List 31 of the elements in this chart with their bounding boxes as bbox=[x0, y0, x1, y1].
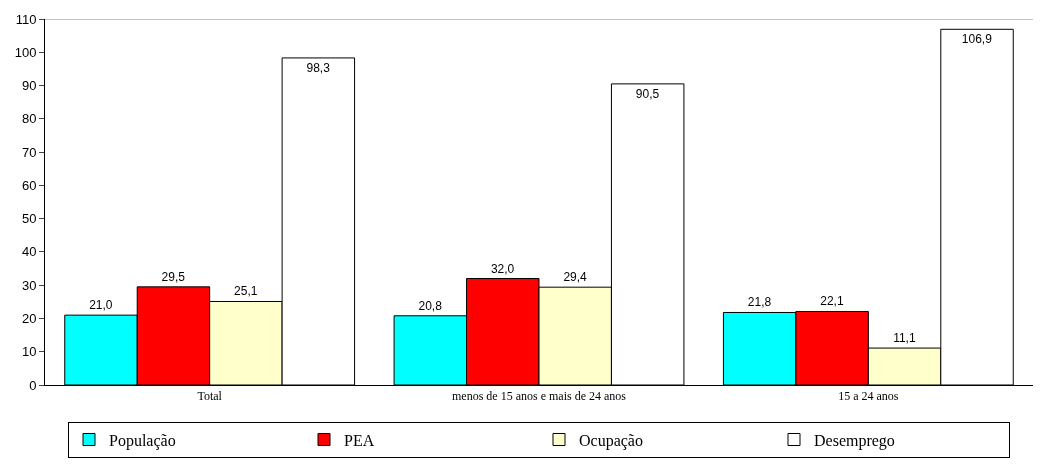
legend-label: População bbox=[109, 431, 176, 450]
y-tick-label: 60 bbox=[21, 177, 37, 193]
y-tick-label: 110 bbox=[15, 11, 37, 27]
x-tick-label: Total bbox=[197, 389, 223, 404]
data-label: 29,4 bbox=[563, 270, 588, 285]
data-label: 21,0 bbox=[89, 298, 113, 313]
y-tick-label: 70 bbox=[21, 144, 37, 160]
x-tick-label: menos de 15 anos e mais de 24 anos bbox=[452, 389, 627, 404]
x-tick-label: 15 a 24 anos bbox=[838, 389, 899, 404]
data-label: 29,5 bbox=[161, 269, 186, 284]
y-tick-label: 40 bbox=[21, 244, 37, 260]
legend-label: Desemprego bbox=[814, 431, 895, 450]
y-tick-label: 50 bbox=[21, 211, 37, 227]
data-label: 11,1 bbox=[893, 331, 916, 346]
data-label: 21,8 bbox=[747, 295, 772, 310]
y-tick-label: 100 bbox=[14, 44, 37, 60]
data-label: 106,9 bbox=[961, 32, 993, 47]
data-label: 22,1 bbox=[820, 294, 844, 309]
data-label: 25,1 bbox=[234, 284, 258, 299]
y-tick-label: 30 bbox=[21, 277, 37, 293]
y-tick-label: 0 bbox=[29, 377, 37, 393]
legend-label: PEA bbox=[344, 431, 375, 449]
y-tick-label: 90 bbox=[21, 78, 37, 94]
data-label: 98,3 bbox=[306, 60, 331, 75]
data-label: 20,8 bbox=[418, 298, 443, 313]
y-tick-label: 80 bbox=[21, 111, 37, 127]
data-label: 90,5 bbox=[635, 86, 660, 101]
data-label: 32,0 bbox=[490, 261, 515, 276]
y-tick-label: 10 bbox=[21, 344, 37, 360]
y-tick-label: 20 bbox=[21, 311, 37, 326]
legend-label: Ocupação bbox=[579, 431, 643, 450]
